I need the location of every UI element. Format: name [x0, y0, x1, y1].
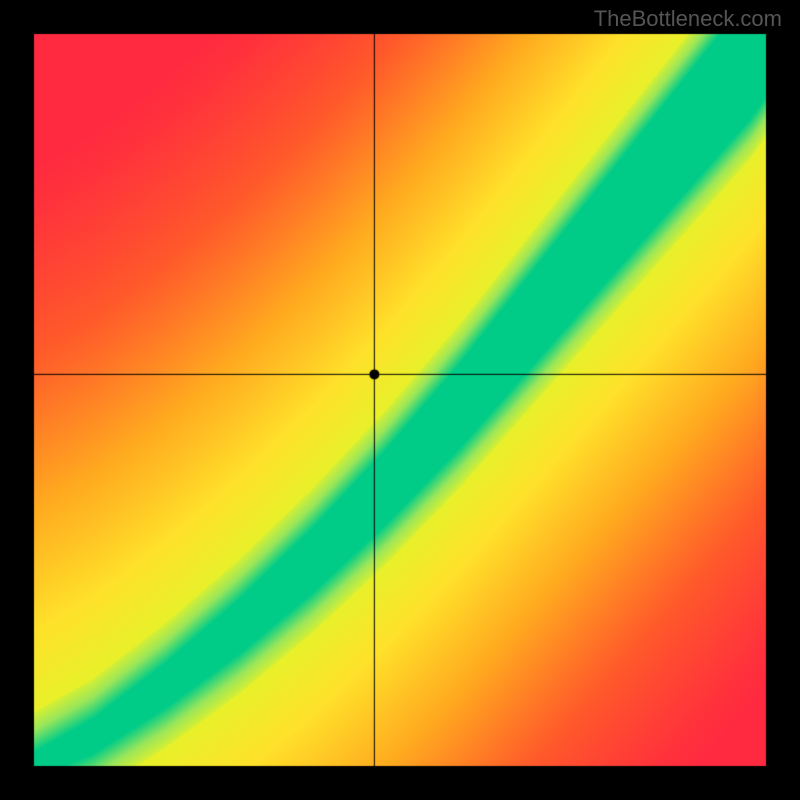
- watermark-text: TheBottleneck.com: [594, 6, 782, 32]
- chart-container: TheBottleneck.com: [0, 0, 800, 800]
- bottleneck-heatmap: [0, 0, 800, 800]
